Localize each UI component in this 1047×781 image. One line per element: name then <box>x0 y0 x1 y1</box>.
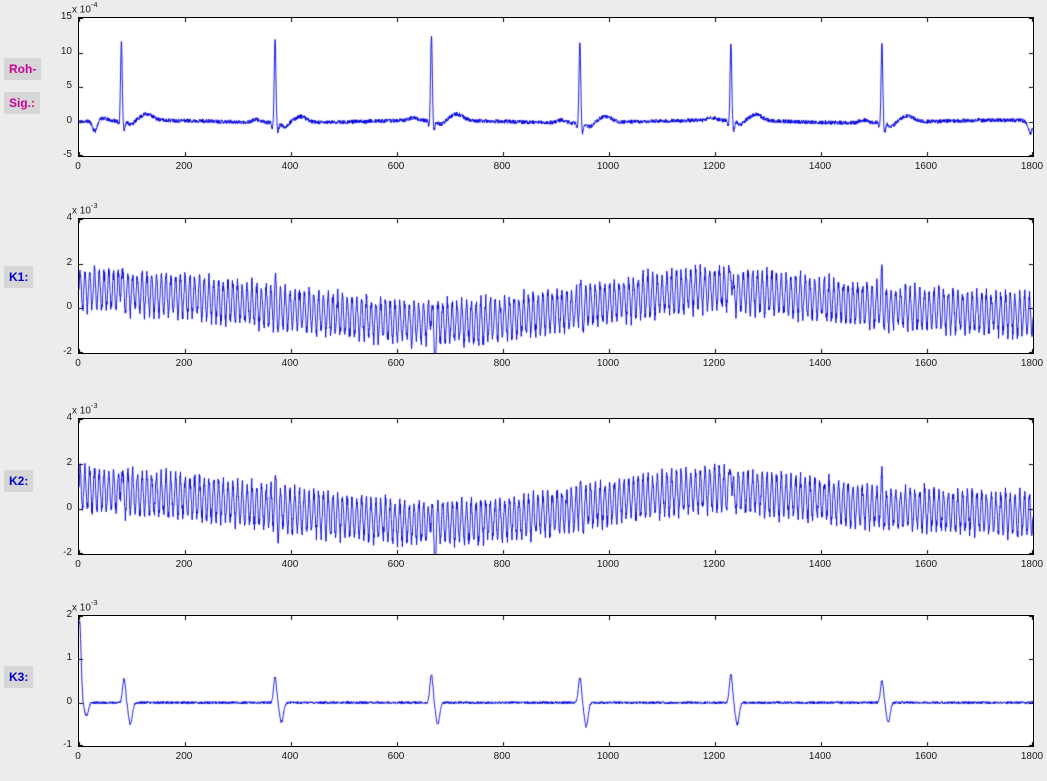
y-tick-label: 0 <box>66 114 72 126</box>
x-tick-label: 200 <box>175 358 193 369</box>
exponent-sup: -4 <box>90 0 98 9</box>
y-tick-label: -5 <box>63 149 72 160</box>
y-tick-label: 4 <box>66 212 72 223</box>
signal-plot-Roh-Sig <box>79 18 1033 156</box>
y-tick-label: 10 <box>60 45 72 57</box>
x-tick-label: 1400 <box>808 358 832 369</box>
signal-plot-K2 <box>79 419 1033 554</box>
x-tick-label: 800 <box>493 358 511 369</box>
y-axis-exponent-K2: x 10-3 <box>72 401 98 417</box>
x-tick-label: 1400 <box>808 161 832 172</box>
y-tick-label: 0 <box>66 695 72 707</box>
x-tick-label: 200 <box>175 161 193 172</box>
x-tick-label: 800 <box>493 161 511 172</box>
signal-label-k1: K1: <box>4 266 34 300</box>
x-tick-label: 600 <box>387 161 405 172</box>
x-tick-label: 1800 <box>1020 559 1044 570</box>
signal-label-roh-sig: Roh- Sig.: <box>4 58 42 126</box>
y-tick-label: 2 <box>66 256 72 268</box>
signal-plot-K3 <box>79 616 1033 746</box>
x-tick-label: 200 <box>175 751 193 762</box>
x-tick-label: 1200 <box>702 358 726 369</box>
x-tick-label: 800 <box>493 751 511 762</box>
x-tick-label: 1000 <box>596 161 620 172</box>
axes-K2 <box>78 418 1034 555</box>
x-tick-label: 0 <box>75 358 81 369</box>
y-tick-label: 0 <box>66 502 72 513</box>
axes-K1 <box>78 218 1034 354</box>
x-tick-label: 400 <box>281 751 299 762</box>
x-tick-label: 0 <box>75 559 81 570</box>
exponent-base: x 10 <box>72 405 91 417</box>
y-tick-label: 4 <box>66 412 72 423</box>
signal-label-k3-line: K3: <box>4 666 34 688</box>
x-tick-label: 600 <box>387 559 405 570</box>
signal-label-roh-sig-line: Sig.: <box>4 92 40 114</box>
x-tick-label: 1600 <box>914 559 938 570</box>
exponent-base: x 10 <box>72 205 91 217</box>
x-tick-label: 400 <box>281 559 299 570</box>
y-tick-label: 2 <box>66 457 72 468</box>
y-axis-exponent-Roh-Sig: x 10-4 <box>72 0 98 16</box>
x-tick-label: 1800 <box>1020 358 1044 369</box>
x-tick-label: 0 <box>75 751 81 762</box>
x-tick-label: 0 <box>75 161 81 172</box>
x-tick-label: 1600 <box>914 358 938 369</box>
x-tick-label: 1600 <box>914 751 938 762</box>
axes-K3 <box>78 615 1034 747</box>
x-tick-label: 800 <box>493 559 511 570</box>
y-tick-label: 2 <box>66 609 72 620</box>
x-tick-label: 400 <box>281 161 299 172</box>
exponent-base: x 10 <box>72 4 91 16</box>
exponent-sup: -3 <box>90 201 98 210</box>
signal-label-k2: K2: <box>4 470 34 504</box>
signal-label-k1-line: K1: <box>4 266 34 288</box>
x-tick-label: 1000 <box>596 751 620 762</box>
exponent-base: x 10 <box>72 602 91 614</box>
x-tick-label: 1200 <box>702 559 726 570</box>
y-axis-exponent-K1: x 10-3 <box>72 201 98 217</box>
y-tick-label: 15 <box>60 11 72 22</box>
y-tick-label: -2 <box>63 547 72 558</box>
y-axis-exponent-K3: x 10-3 <box>72 598 98 614</box>
exponent-sup: -3 <box>90 598 98 607</box>
signal-plot-K1 <box>79 219 1033 353</box>
y-tick-label: 1 <box>66 652 72 664</box>
x-tick-label: 1400 <box>808 751 832 762</box>
x-tick-label: 600 <box>387 751 405 762</box>
x-tick-label: 600 <box>387 358 405 369</box>
x-tick-label: 1200 <box>702 751 726 762</box>
axes-Roh-Sig <box>78 17 1034 157</box>
signal-label-roh-sig-line: Roh- <box>4 58 42 80</box>
x-tick-label: 1200 <box>702 161 726 172</box>
x-tick-label: 1400 <box>808 559 832 570</box>
y-tick-label: 0 <box>66 301 72 313</box>
y-tick-label: -2 <box>63 346 72 357</box>
x-tick-label: 1800 <box>1020 751 1044 762</box>
x-tick-label: 200 <box>175 559 193 570</box>
x-tick-label: 1000 <box>596 358 620 369</box>
signal-label-k2-line: K2: <box>4 470 34 492</box>
x-tick-label: 1000 <box>596 559 620 570</box>
y-tick-label: -1 <box>63 739 72 750</box>
x-tick-label: 1800 <box>1020 161 1044 172</box>
signal-label-k3: K3: <box>4 666 34 700</box>
exponent-sup: -3 <box>90 401 98 410</box>
x-tick-label: 400 <box>281 358 299 369</box>
y-tick-label: 5 <box>66 80 72 91</box>
x-tick-label: 1600 <box>914 161 938 172</box>
